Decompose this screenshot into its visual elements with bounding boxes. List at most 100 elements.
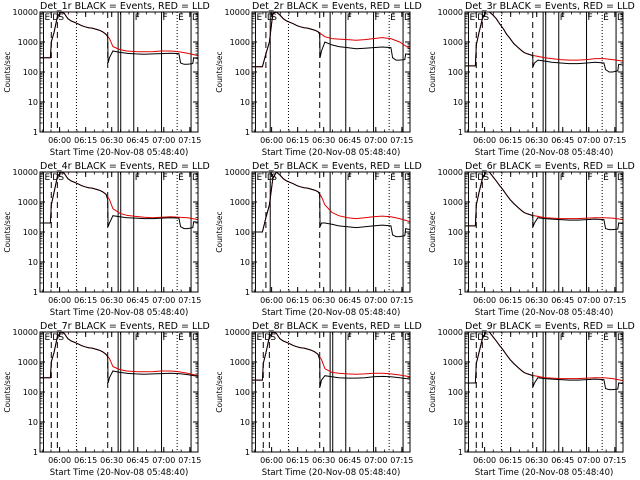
event-marker-label: F [375, 173, 380, 183]
y-tick-label: 1 [458, 128, 463, 137]
event-marker-label: E [256, 333, 262, 343]
event-marker-label: E [256, 173, 262, 183]
x-tick-label: 06:45 [338, 296, 361, 305]
y-tick-label: 10000 [13, 168, 38, 177]
series-line-events [252, 12, 410, 68]
x-tick-label: 07:15 [603, 456, 626, 465]
x-tick-label: 06:15 [286, 456, 309, 465]
y-tick-label: 10000 [13, 8, 38, 17]
y-axis-label: Counts/sec [428, 211, 437, 252]
x-tick-label: 06:30 [312, 456, 335, 465]
event-marker-label: F [135, 333, 140, 343]
y-axis-label: Counts/sec [428, 371, 437, 412]
y-tick-label: 1 [245, 288, 250, 297]
event-marker-label: S [271, 173, 277, 183]
x-tick-label: 07:00 [152, 296, 175, 305]
y-tick-label: 100 [23, 68, 38, 77]
event-marker-label: D [617, 13, 624, 23]
plot-frame [251, 331, 411, 453]
y-tick-label: 10000 [438, 168, 463, 177]
plot-frame [39, 331, 199, 453]
event-marker-label: S [483, 333, 489, 343]
event-marker-label: E [390, 13, 396, 23]
x-tick-label: 06:00 [48, 296, 71, 305]
x-tick-label: 06:00 [260, 296, 283, 305]
plot-frame [251, 11, 411, 133]
event-marker-label: F [375, 13, 380, 23]
event-marker-label: S [483, 13, 489, 23]
y-tick-label: 10 [453, 98, 463, 107]
panel-det-1: Det_1r BLACK = Events, RED = LLD Counts/s… [3, 1, 210, 158]
x-axis-label: Start Time (20-Nov-08 05:48:40) [262, 148, 401, 158]
x-tick-label: 06:45 [551, 456, 574, 465]
event-marker-label: F [588, 173, 593, 183]
event-marker-label: E [178, 13, 184, 23]
x-tick-label: 06:30 [525, 296, 548, 305]
x-tick-label: 06:15 [499, 296, 522, 305]
event-marker-label: E [603, 173, 609, 183]
event-marker-label: D [192, 13, 199, 23]
x-tick-label: 07:15 [178, 136, 201, 145]
series-line-events [252, 172, 410, 238]
chart-title: Det_5r BLACK = Events, RED = LLD [252, 161, 422, 172]
y-tick-label: 1 [245, 448, 250, 457]
x-tick-label: 06:45 [126, 456, 149, 465]
y-tick-label: 1000 [443, 38, 463, 47]
y-tick-label: 10 [28, 98, 38, 107]
series-line-events [40, 172, 198, 230]
y-tick-label: 10000 [438, 8, 463, 17]
x-tick-label: 06:00 [473, 136, 496, 145]
x-tick-label: 06:00 [48, 136, 71, 145]
x-tick-label: 06:30 [100, 296, 123, 305]
event-marker-label: F [560, 333, 565, 343]
x-tick-label: 06:15 [286, 296, 309, 305]
y-axis-label: Counts/sec [215, 371, 224, 412]
event-marker-label: D [52, 173, 59, 183]
event-marker-label: D [404, 173, 411, 183]
event-marker-label: E [44, 13, 50, 23]
event-marker-label: F [135, 173, 140, 183]
x-tick-label: 06:15 [286, 136, 309, 145]
event-marker-label: F [588, 13, 593, 23]
x-axis-label: Start Time (20-Nov-08 05:48:40) [50, 468, 189, 478]
event-marker-label: D [52, 13, 59, 23]
y-tick-label: 1000 [18, 358, 38, 367]
y-tick-label: 100 [235, 68, 250, 77]
x-tick-label: 07:00 [577, 296, 600, 305]
x-tick-label: 06:30 [100, 136, 123, 145]
event-marker-label: E [390, 333, 396, 343]
y-tick-label: 1 [458, 448, 463, 457]
event-marker-label: E [390, 173, 396, 183]
event-marker-label: D [404, 13, 411, 23]
y-axis-label: Counts/sec [215, 211, 224, 252]
event-marker-label: F [560, 173, 565, 183]
x-tick-label: 07:15 [178, 296, 201, 305]
y-tick-label: 10000 [13, 328, 38, 337]
event-marker-label: S [58, 173, 64, 183]
chart-title: Det_9r BLACK = Events, RED = LLD [465, 321, 635, 332]
x-tick-label: 07:15 [390, 136, 413, 145]
x-tick-label: 07:00 [577, 136, 600, 145]
event-marker-label: F [347, 13, 352, 23]
event-marker-label: D [404, 333, 411, 343]
event-marker-label: D [617, 333, 624, 343]
chart-title: Det_8r BLACK = Events, RED = LLD [252, 321, 422, 332]
event-marker-label: D [192, 333, 199, 343]
y-tick-label: 100 [448, 388, 463, 397]
x-tick-label: 06:45 [338, 456, 361, 465]
event-marker-label: S [58, 333, 64, 343]
series-line-events [465, 332, 623, 391]
x-tick-label: 06:00 [473, 456, 496, 465]
y-tick-label: 10 [453, 258, 463, 267]
x-tick-label: 06:30 [312, 296, 335, 305]
y-tick-label: 1000 [18, 38, 38, 47]
panel-det-4: Det_4r BLACK = Events, RED = LLD Counts/s… [3, 161, 210, 318]
panel-det-6: Det_6r BLACK = Events, RED = LLD Counts/s… [428, 161, 635, 318]
y-tick-label: 1000 [18, 198, 38, 207]
y-tick-label: 1000 [230, 358, 250, 367]
y-axis-label: Counts/sec [3, 211, 12, 252]
y-tick-label: 1000 [443, 358, 463, 367]
plot-frame [251, 171, 411, 293]
x-tick-label: 07:15 [390, 296, 413, 305]
